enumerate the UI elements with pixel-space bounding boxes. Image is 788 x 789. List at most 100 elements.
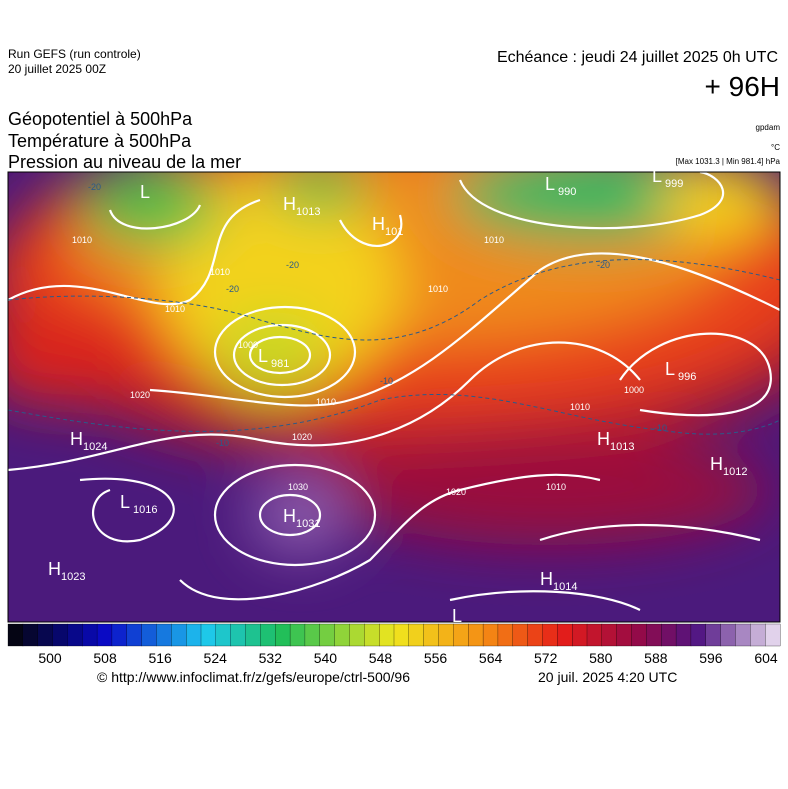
colorbar-swatch — [572, 623, 588, 647]
isobar-label: 1020 — [130, 390, 150, 400]
colorbar-swatch — [319, 623, 336, 647]
unit-pressure: [Max 1031.3 | Min 981.4] hPa — [676, 157, 781, 166]
isobar-label: 1010 — [484, 235, 504, 245]
colorbar-swatch — [245, 623, 261, 647]
colorbar-swatch — [408, 623, 425, 647]
colorbar-swatch — [750, 623, 766, 647]
run-name: Run GEFS (run controle) — [8, 47, 141, 61]
colorbar-swatch — [37, 623, 53, 647]
center-value: 1023 — [61, 571, 85, 583]
lead-time: + 96H — [705, 71, 781, 102]
isobar-label: 1020 — [292, 432, 312, 442]
valid-time: Echéance : jeudi 24 juillet 2025 0h UTC — [497, 49, 778, 66]
colorbar-swatch — [661, 623, 677, 647]
colorbar-swatch — [675, 623, 692, 647]
colorbar-swatch — [334, 623, 350, 647]
temperature-label: -20 — [88, 182, 101, 192]
generated-time: 20 juil. 2025 4:20 UTC — [538, 669, 677, 685]
colorbar: 500 508 516 524 532 540 548 556 564 572 580 588 596 6… — [7, 623, 781, 666]
colorbar-swatch — [646, 623, 662, 647]
colorbar-label: 604 — [754, 650, 778, 666]
center-letter: L — [120, 492, 130, 512]
colorbar-swatch — [126, 623, 143, 647]
center-letter: L — [258, 346, 268, 366]
center-letter: H — [48, 559, 61, 579]
colorbar-swatch — [468, 623, 484, 647]
center-letter: H — [372, 214, 385, 234]
center-letter: L — [545, 174, 555, 194]
isobar-label: 1010 — [546, 482, 566, 492]
isobar-label: 1000 — [624, 385, 644, 395]
isobar-label: 1010 — [165, 304, 185, 314]
colorbar-swatch — [289, 623, 306, 647]
colorbar-swatch — [527, 623, 543, 647]
colorbar-swatch — [557, 623, 573, 647]
colorbar-swatch — [586, 623, 603, 647]
colorbar-swatch — [720, 623, 736, 647]
run-date: 20 juillet 2025 00Z — [8, 62, 106, 76]
colorbar-label: 564 — [479, 650, 503, 666]
colorbar-swatch — [512, 623, 529, 647]
temperature-label: -20 — [597, 260, 610, 270]
colorbar-label: 540 — [314, 650, 338, 666]
colorbar-swatch — [542, 623, 558, 647]
center-letter: H — [540, 569, 553, 589]
colorbar-swatch — [765, 623, 781, 647]
colorbar-swatch — [497, 623, 514, 647]
colorbar-swatch — [393, 623, 410, 647]
center-value: 990 — [558, 186, 576, 198]
temperature-label: -20 — [286, 260, 299, 270]
colorbar-swatch — [735, 623, 751, 647]
center-letter: L — [652, 166, 662, 186]
colorbar-swatch — [111, 623, 128, 647]
colorbar-swatch — [616, 623, 632, 647]
colorbar-swatch — [690, 623, 707, 647]
map — [8, 172, 780, 622]
center-value: 101 — [385, 226, 403, 238]
colorbar-swatch — [275, 623, 291, 647]
center-value: 981 — [271, 358, 289, 370]
colorbar-swatch — [438, 623, 454, 647]
colorbar-swatch — [82, 623, 98, 647]
colorbar-swatch — [96, 623, 113, 647]
isobar-label: 1010 — [316, 397, 336, 407]
colorbar-swatch — [7, 623, 24, 647]
colorbar-swatch — [186, 623, 202, 647]
center-value: 1012 — [723, 466, 747, 478]
isobar-label: 1010 — [72, 235, 92, 245]
colorbar-label: 572 — [534, 650, 558, 666]
temperature-label: -20 — [226, 284, 239, 294]
colorbar-swatch — [141, 623, 157, 647]
center-value: 996 — [678, 371, 696, 383]
colorbar-swatch — [260, 623, 276, 647]
colorbar-swatch — [22, 623, 39, 647]
isobar-label: 1030 — [288, 482, 308, 492]
colorbar-swatch — [156, 623, 172, 647]
center-value: 1014 — [553, 581, 577, 593]
title-pressure: Pression au niveau de la mer — [8, 152, 241, 172]
colorbar-swatch — [631, 623, 647, 647]
colorbar-swatch — [304, 623, 321, 647]
colorbar-swatch — [67, 623, 83, 647]
colorbar-label: 532 — [259, 650, 283, 666]
map-frame — [7, 171, 781, 623]
center-value: 1031 — [296, 518, 320, 530]
isobar-label: 1010 — [428, 284, 448, 294]
center-value: 1016 — [133, 504, 157, 516]
colorbar-label: 588 — [644, 650, 668, 666]
center-letter: H — [710, 454, 723, 474]
colorbar-swatch — [215, 623, 232, 647]
colorbar-swatch — [200, 623, 217, 647]
title-temperature: Température à 500hPa — [8, 131, 192, 151]
colorbar-label: 556 — [424, 650, 448, 666]
isobar-label: 1000 — [238, 340, 258, 350]
center-letter: H — [597, 429, 610, 449]
colorbar-label: 596 — [699, 650, 723, 666]
center-letter: H — [283, 506, 296, 526]
colorbar-swatch — [423, 623, 439, 647]
colorbar-label: 508 — [93, 650, 117, 666]
unit-temperature: °C — [771, 143, 780, 152]
